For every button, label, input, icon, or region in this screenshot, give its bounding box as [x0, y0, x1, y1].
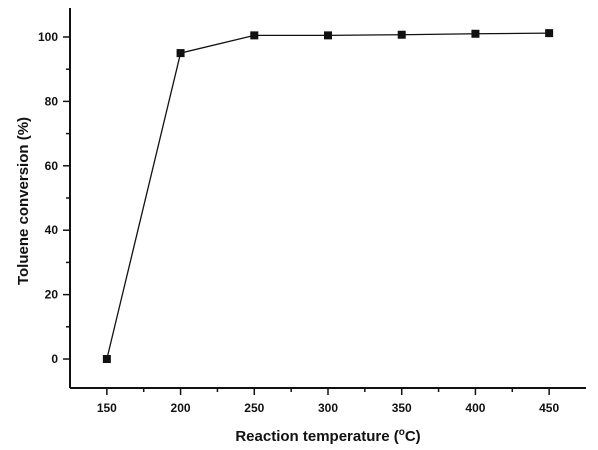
data-point — [397, 30, 406, 39]
y-tick-label: 20 — [45, 288, 59, 302]
x-axis-title: Reaction temperature (oC) — [235, 427, 420, 445]
ticks — [63, 36, 550, 395]
series-line — [106, 32, 550, 360]
x-tick-label: 350 — [392, 401, 412, 415]
x-axis-title-unit: C) — [405, 428, 421, 445]
x-axis-title-degree: o — [399, 427, 405, 438]
axes — [69, 8, 586, 389]
x-tick-label: 300 — [318, 401, 338, 415]
x-tick-label: 450 — [539, 401, 559, 415]
y-tick-label: 40 — [45, 223, 59, 237]
x-tick-label: 200 — [171, 401, 191, 415]
x-tick-label: 150 — [97, 401, 117, 415]
y-tick-label: 60 — [45, 159, 59, 173]
x-tick-label: 400 — [465, 401, 485, 415]
data-point — [471, 29, 480, 38]
series — [102, 29, 554, 364]
y-tick-label: 100 — [38, 30, 58, 44]
y-axis-title: Toluene conversion (%) — [15, 117, 32, 285]
data-point — [176, 49, 185, 58]
data-point — [102, 355, 111, 364]
data-point — [324, 31, 332, 40]
tick-labels: 150 200 250 300 350 400 450 0 20 40 60 80 100 — [38, 30, 560, 415]
data-point — [250, 31, 259, 40]
x-tick-label: 250 — [244, 401, 264, 415]
data-point — [545, 29, 554, 38]
y-tick-label: 0 — [51, 352, 58, 366]
x-axis-title-main: Reaction temperature ( — [235, 428, 398, 445]
y-tick-label: 80 — [45, 94, 59, 108]
